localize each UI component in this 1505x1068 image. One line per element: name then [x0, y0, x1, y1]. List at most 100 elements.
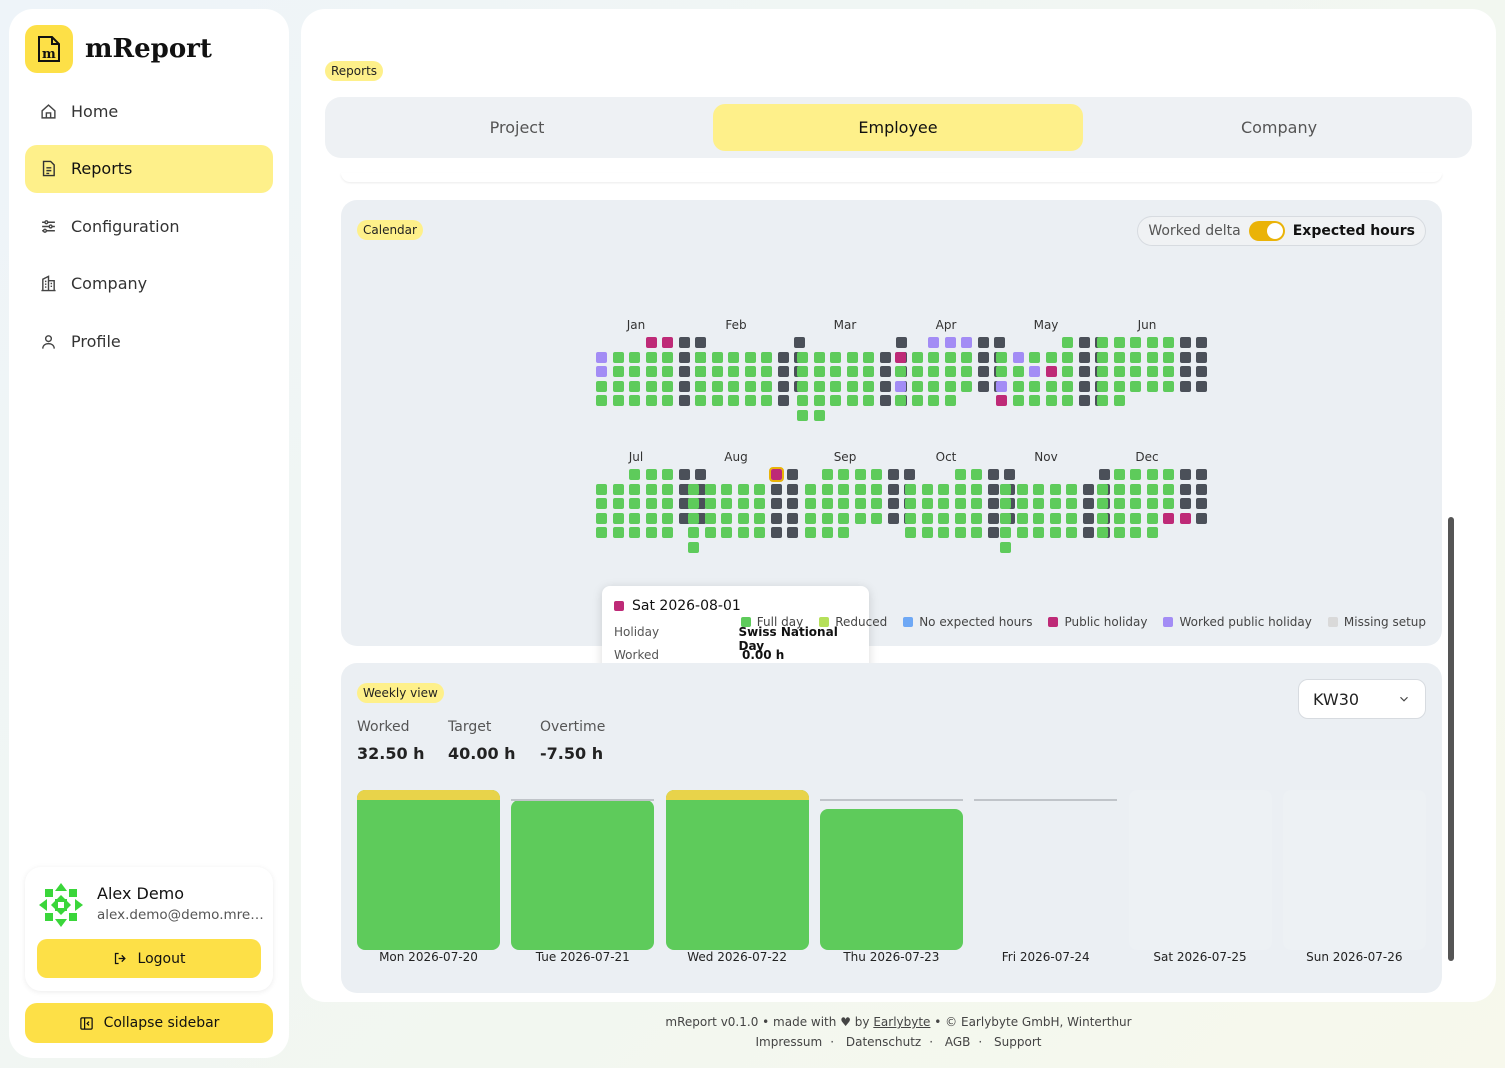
calendar-day-cell[interactable]	[863, 351, 874, 363]
calendar-day-cell[interactable]	[645, 380, 657, 392]
calendar-day-cell[interactable]	[1196, 351, 1207, 363]
calendar-day-cell[interactable]	[721, 498, 732, 510]
footer-link-support[interactable]: Support	[994, 1035, 1042, 1049]
calendar-day-cell[interactable]	[695, 483, 706, 495]
calendar-day-cell[interactable]	[612, 527, 624, 539]
calendar-day-cell[interactable]	[896, 337, 907, 348]
calendar-day-cell[interactable]	[996, 395, 1007, 407]
toggle-switch[interactable]	[1248, 221, 1285, 241]
calendar-day-cell[interactable]	[744, 351, 756, 363]
calendar-day-cell[interactable]	[1016, 498, 1028, 510]
calendar-day-cell[interactable]	[596, 351, 607, 363]
calendar-day-cell[interactable]	[1029, 380, 1040, 392]
calendar-day-cell[interactable]	[629, 527, 640, 539]
calendar-day-cell[interactable]	[787, 469, 798, 480]
calendar-day-cell[interactable]	[612, 483, 624, 495]
calendar-day-cell[interactable]	[1012, 366, 1024, 378]
calendar-day-cell[interactable]	[777, 351, 789, 363]
calendar-day-cell[interactable]	[754, 512, 765, 524]
calendar-day-cell[interactable]	[695, 512, 706, 524]
calendar-day-cell[interactable]	[629, 469, 640, 480]
calendar-day-cell[interactable]	[721, 483, 732, 495]
calendar-day-cell[interactable]	[1179, 469, 1191, 480]
calendar-day-cell[interactable]	[645, 366, 657, 378]
calendar-day-cell[interactable]	[761, 380, 772, 392]
calendar-day-cell[interactable]	[1062, 366, 1073, 378]
calendar-day-cell[interactable]	[961, 380, 972, 392]
calendar-day-cell[interactable]	[971, 512, 982, 524]
calendar-day-cell[interactable]	[846, 351, 858, 363]
calendar-day-cell[interactable]	[1097, 395, 1108, 407]
calendar-day-cell[interactable]	[805, 483, 816, 495]
calendar-day-cell[interactable]	[596, 527, 607, 539]
calendar-day-cell[interactable]	[711, 351, 723, 363]
calendar-day-cell[interactable]	[1130, 512, 1141, 524]
calendar-day-cell[interactable]	[787, 483, 798, 495]
collapse-sidebar-button[interactable]: Collapse sidebar	[25, 1003, 273, 1043]
calendar-day-cell[interactable]	[629, 512, 640, 524]
calendar-day-cell[interactable]	[954, 483, 966, 495]
calendar-day-cell[interactable]	[737, 483, 749, 495]
calendar-day-cell[interactable]	[662, 498, 673, 510]
calendar-day-cell[interactable]	[954, 469, 966, 480]
tab-project[interactable]: Project	[489, 118, 545, 137]
calendar-day-cell[interactable]	[821, 483, 833, 495]
calendar-day-cell[interactable]	[1045, 366, 1057, 378]
calendar-day-cell[interactable]	[704, 483, 716, 495]
scrollbar[interactable]	[1448, 517, 1454, 961]
calendar-day-cell[interactable]	[629, 483, 640, 495]
calendar-day-cell[interactable]	[721, 512, 732, 524]
calendar-day-cell[interactable]	[863, 395, 874, 407]
footer-link-impressum[interactable]: Impressum	[755, 1035, 823, 1049]
calendar-day-cell[interactable]	[596, 483, 607, 495]
calendar-day-cell[interactable]	[1113, 483, 1125, 495]
calendar-day-cell[interactable]	[1130, 469, 1141, 480]
calendar-day-cell[interactable]	[1000, 498, 1011, 510]
calendar-day-cell[interactable]	[895, 351, 906, 363]
calendar-day-cell[interactable]	[761, 366, 772, 378]
calendar-day-cell[interactable]	[1000, 527, 1011, 539]
calendar-day-cell[interactable]	[662, 512, 673, 524]
calendar-day-cell[interactable]	[1078, 337, 1090, 348]
calendar-day-cell[interactable]	[662, 380, 673, 392]
calendar-day-cell[interactable]	[1004, 469, 1015, 480]
calendar-day-cell[interactable]	[688, 498, 699, 510]
calendar-day-cell[interactable]	[737, 498, 749, 510]
calendar-day-cell[interactable]	[1033, 527, 1044, 539]
calendar-day-cell[interactable]	[928, 380, 939, 392]
calendar-day-cell[interactable]	[662, 395, 673, 407]
calendar-day-cell[interactable]	[895, 380, 906, 392]
calendar-day-cell[interactable]	[938, 483, 949, 495]
calendar-day-cell[interactable]	[1082, 512, 1094, 524]
calendar-day-cell[interactable]	[987, 527, 999, 539]
calendar-day-cell[interactable]	[662, 527, 673, 539]
calendar-day-cell[interactable]	[977, 337, 989, 348]
calendar-day-cell[interactable]	[854, 469, 866, 480]
footer-link-datenschutz[interactable]: Datenschutz	[845, 1035, 922, 1049]
calendar-day-cell[interactable]	[854, 512, 866, 524]
calendar-day-cell[interactable]	[987, 498, 999, 510]
calendar-day-cell[interactable]	[737, 512, 749, 524]
calendar-day-cell[interactable]	[1146, 483, 1158, 495]
calendar-day-cell[interactable]	[1029, 366, 1040, 378]
calendar-day-cell[interactable]	[879, 395, 891, 407]
calendar-day-cell[interactable]	[797, 366, 808, 378]
calendar-day-cell[interactable]	[777, 380, 789, 392]
calendar-day-cell[interactable]	[1000, 542, 1011, 553]
calendar-day-cell[interactable]	[961, 366, 972, 378]
calendar-day-cell[interactable]	[1045, 395, 1057, 407]
calendar-day-cell[interactable]	[744, 395, 756, 407]
calendar-day-cell[interactable]	[838, 512, 849, 524]
calendar-day-cell[interactable]	[797, 351, 808, 363]
calendar-day-cell[interactable]	[629, 380, 640, 392]
calendar-day-cell[interactable]	[938, 527, 949, 539]
calendar-day-cell[interactable]	[1033, 498, 1044, 510]
calendar-day-cell[interactable]	[645, 351, 657, 363]
sidebar-item-company[interactable]: Company	[25, 260, 273, 308]
calendar-day-cell[interactable]	[987, 469, 999, 480]
calendar-day-cell[interactable]	[944, 395, 956, 407]
calendar-day-cell[interactable]	[1163, 498, 1174, 510]
calendar-day-cell[interactable]	[905, 498, 916, 510]
calendar-day-cell[interactable]	[1045, 380, 1057, 392]
calendar-day-cell[interactable]	[1078, 366, 1090, 378]
